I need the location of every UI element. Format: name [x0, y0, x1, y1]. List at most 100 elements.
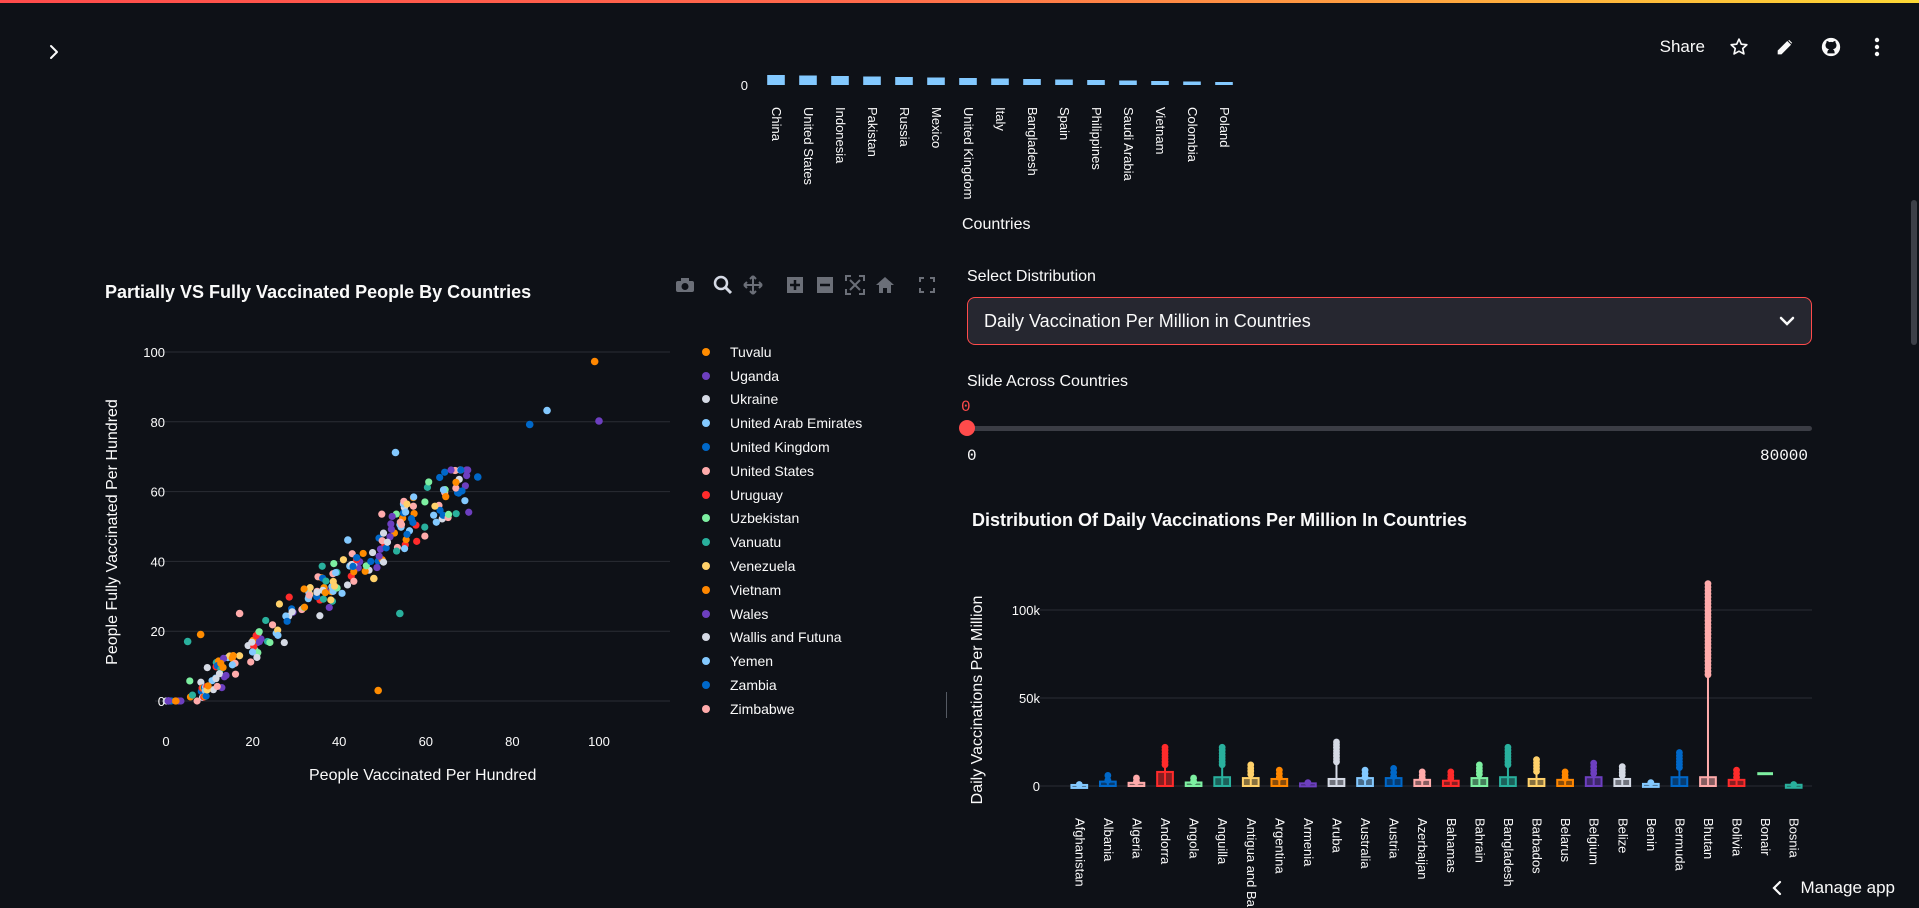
scatter-point — [285, 593, 293, 601]
scatter-point — [219, 663, 227, 672]
scatter-point — [432, 518, 440, 526]
legend-item[interactable]: Uzbekistan — [700, 507, 862, 531]
legend-label: Vanuatu — [730, 534, 782, 551]
box-y-axis-label: Daily Vaccinations Per Million — [969, 596, 986, 805]
legend-item[interactable]: Zimbabwe — [700, 697, 862, 721]
github-icon[interactable] — [1819, 35, 1843, 59]
legend-item[interactable]: Tuvalu — [700, 340, 862, 364]
more-vertical-icon[interactable] — [1865, 35, 1889, 59]
scatter-point — [247, 658, 255, 666]
legend-item[interactable]: Vanuatu — [700, 530, 862, 554]
legend-item[interactable]: Uganda — [700, 364, 862, 388]
scatter-x-tick: 80 — [505, 734, 519, 749]
home-icon[interactable] — [875, 275, 895, 295]
scatter-point — [397, 521, 406, 529]
autoscale-icon[interactable] — [845, 275, 865, 295]
sidebar-toggle-button[interactable] — [40, 38, 68, 66]
scatter-point — [387, 520, 395, 528]
box-outlier — [1676, 749, 1683, 756]
box-y-tick: 50k — [1019, 691, 1040, 706]
scatter-point — [253, 653, 261, 662]
scatter-point — [343, 581, 352, 589]
fullscreen-icon[interactable] — [917, 275, 937, 295]
legend-item[interactable]: Yemen — [700, 649, 862, 673]
share-button[interactable]: Share — [1659, 37, 1705, 56]
box-x-tick: Antigua and Ba — [1244, 818, 1259, 908]
legend-item[interactable]: Venezuela — [700, 554, 862, 578]
scatter-point — [193, 697, 201, 705]
scatter-point — [382, 544, 390, 552]
scatter-point — [196, 630, 205, 639]
legend-item[interactable]: United States — [700, 459, 862, 483]
legend-item[interactable]: Vietnam — [700, 578, 862, 602]
scatter-x-ticks: 0 20 40 60 80 100 — [162, 734, 609, 749]
legend-item[interactable]: Wales — [700, 602, 862, 626]
scatter-point — [319, 595, 328, 603]
box-plot — [1613, 777, 1632, 788]
zoom-icon[interactable] — [713, 275, 733, 295]
scatter-x-tick: 40 — [332, 734, 346, 749]
scatter-legend: Tuvalu Uganda Ukraine United Arab Emirates U… — [700, 340, 862, 721]
zoom-out-icon[interactable] — [815, 275, 835, 295]
scatter-point — [444, 510, 453, 518]
box-x-tick: Benin — [1644, 818, 1659, 851]
top-chart-x-tick: Philippines — [1089, 107, 1104, 170]
legend-item[interactable]: Ukraine — [700, 388, 862, 412]
legend-marker — [702, 681, 710, 690]
page-scrollbar[interactable] — [1911, 200, 1917, 345]
manage-app-button[interactable]: Manage app — [1772, 878, 1895, 898]
legend-marker — [702, 704, 710, 713]
camera-icon[interactable] — [675, 275, 695, 295]
legend-label: United Arab Emirates — [730, 415, 863, 432]
scatter-point — [370, 574, 378, 583]
scatter-point — [525, 420, 534, 429]
legend-item[interactable]: Zambia — [700, 673, 862, 697]
top-chart-bar — [1183, 81, 1201, 85]
legend-item[interactable]: Uruguay — [700, 483, 862, 507]
scatter-point — [457, 466, 465, 474]
legend-marker — [702, 347, 710, 356]
box-x-tick: Belarus — [1558, 818, 1573, 863]
pencil-icon[interactable] — [1773, 35, 1797, 59]
scatter-point — [300, 603, 309, 611]
box-outlier — [1104, 776, 1112, 784]
top-chart-x-tick: Spain — [1057, 107, 1072, 140]
distribution-select[interactable]: Daily Vaccination Per Million in Countri… — [967, 297, 1812, 345]
country-slider-thumb[interactable] — [959, 420, 975, 436]
scatter-point — [436, 473, 444, 482]
select-distribution-label: Select Distribution — [967, 268, 1096, 285]
scatter-point — [228, 661, 236, 669]
zoom-in-icon[interactable] — [785, 275, 805, 295]
top-chart-bar — [927, 77, 945, 85]
scatter-point — [452, 484, 460, 492]
scatter-point — [441, 468, 449, 476]
legend-item[interactable]: Wallis and Futuna — [700, 626, 862, 650]
top-chart-bars — [767, 75, 1233, 85]
box-outlier — [1218, 743, 1226, 751]
legend-label: Zimbabwe — [730, 700, 795, 717]
scatter-point — [213, 682, 221, 691]
box-plot — [1213, 776, 1232, 787]
box-outlier — [1361, 766, 1369, 774]
scatter-point — [268, 621, 277, 629]
scatter-points — [162, 357, 603, 705]
legend-item[interactable]: United Arab Emirates — [700, 411, 862, 435]
scatter-point — [235, 609, 244, 618]
pan-icon[interactable] — [743, 275, 763, 295]
top-chart-x-tick: Saudi Arabia — [1121, 107, 1136, 181]
country-slider-track[interactable] — [967, 426, 1812, 431]
scatter-point — [362, 562, 370, 570]
legend-item[interactable]: United Kingdom — [700, 435, 862, 459]
top-chart-bar — [831, 76, 849, 85]
legend-marker — [702, 419, 710, 428]
box-x-tick: Barbados — [1530, 818, 1545, 874]
scatter-point — [379, 529, 388, 537]
box-x-tick: Belize — [1615, 818, 1630, 853]
scatter-point — [235, 652, 244, 660]
star-icon[interactable] — [1727, 35, 1751, 59]
scatter-point — [386, 533, 394, 541]
scatter-y-axis-label: People Fully Vaccinated Per Hundred — [104, 399, 121, 665]
box-outlier — [1618, 763, 1626, 771]
top-chart-x-tick: Russia — [897, 107, 912, 148]
scatter-point — [300, 585, 308, 593]
